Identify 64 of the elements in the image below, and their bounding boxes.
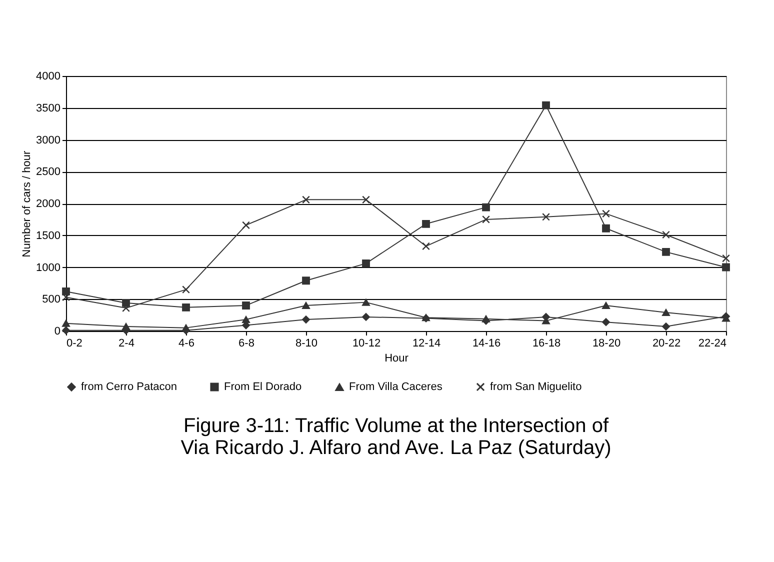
x-tick-label: 8-10 — [295, 338, 318, 350]
point — [362, 259, 370, 268]
point — [602, 210, 610, 218]
point — [62, 293, 70, 302]
legend-label: from San Miguelito — [490, 380, 582, 393]
y-axis-title: Number of cars / hour — [21, 150, 34, 258]
x-tick-label: 16-18 — [532, 338, 561, 350]
y-tick-label: 0 — [54, 326, 60, 338]
point — [362, 298, 370, 306]
text: Figure 3-11: Traffic Volume at the Intersection of Via Ricardo J. Alfaro and Ave. La Paz (Saturday) — [180, 415, 612, 459]
y-tick-label: 500 — [42, 294, 60, 306]
point — [362, 196, 370, 204]
point — [182, 286, 190, 294]
point — [662, 248, 670, 256]
x-tick-label: 14-16 — [472, 338, 501, 350]
y-tick-label: 1000 — [36, 262, 60, 274]
point — [302, 316, 310, 324]
point — [302, 276, 310, 285]
point — [542, 212, 550, 221]
legend-label: from Cerro Patacon — [81, 380, 177, 393]
legend-label: From El Dorado — [224, 380, 302, 393]
point — [602, 318, 610, 326]
y-tick-label: 3500 — [36, 102, 60, 114]
point — [542, 101, 550, 110]
point — [662, 309, 670, 316]
point — [62, 288, 70, 296]
point — [362, 313, 370, 321]
point — [242, 302, 250, 310]
y-tick-label: 3000 — [36, 134, 60, 146]
x-tick-label: 20-22 — [652, 338, 681, 350]
point — [662, 230, 670, 239]
point — [122, 323, 130, 330]
point — [182, 303, 190, 312]
y-tick-label: 4000 — [36, 70, 60, 82]
x-axis-title: Hour — [384, 352, 409, 364]
point — [722, 254, 730, 262]
point — [662, 322, 670, 330]
point — [422, 220, 430, 228]
point — [62, 320, 70, 327]
point — [422, 242, 430, 250]
y-tick-label: 1500 — [36, 230, 60, 242]
point — [482, 215, 490, 224]
y-tick-label: 2000 — [36, 198, 60, 210]
point — [62, 326, 70, 334]
point — [602, 302, 610, 310]
legend-label: From Villa Caceres — [349, 381, 443, 394]
x-tick-label: 2-4 — [118, 338, 134, 350]
x-tick-label: 4-6 — [178, 338, 194, 350]
x-tick-label: 10-12 — [352, 338, 381, 350]
y-tick-label: 2500 — [36, 166, 60, 178]
point — [302, 302, 310, 310]
point — [242, 316, 250, 324]
point — [482, 315, 490, 322]
x-tick-label: 12-14 — [412, 338, 441, 350]
point — [722, 263, 730, 272]
x-tick-label: 18-20 — [592, 338, 621, 350]
x-tick-label: 22-24 — [698, 338, 726, 350]
point — [242, 221, 250, 230]
point — [602, 224, 610, 232]
point — [182, 324, 190, 332]
x-tick-label: 6-8 — [238, 338, 254, 350]
point — [482, 203, 490, 212]
point — [302, 196, 310, 204]
x-tick-label: 0-2 — [66, 338, 82, 350]
